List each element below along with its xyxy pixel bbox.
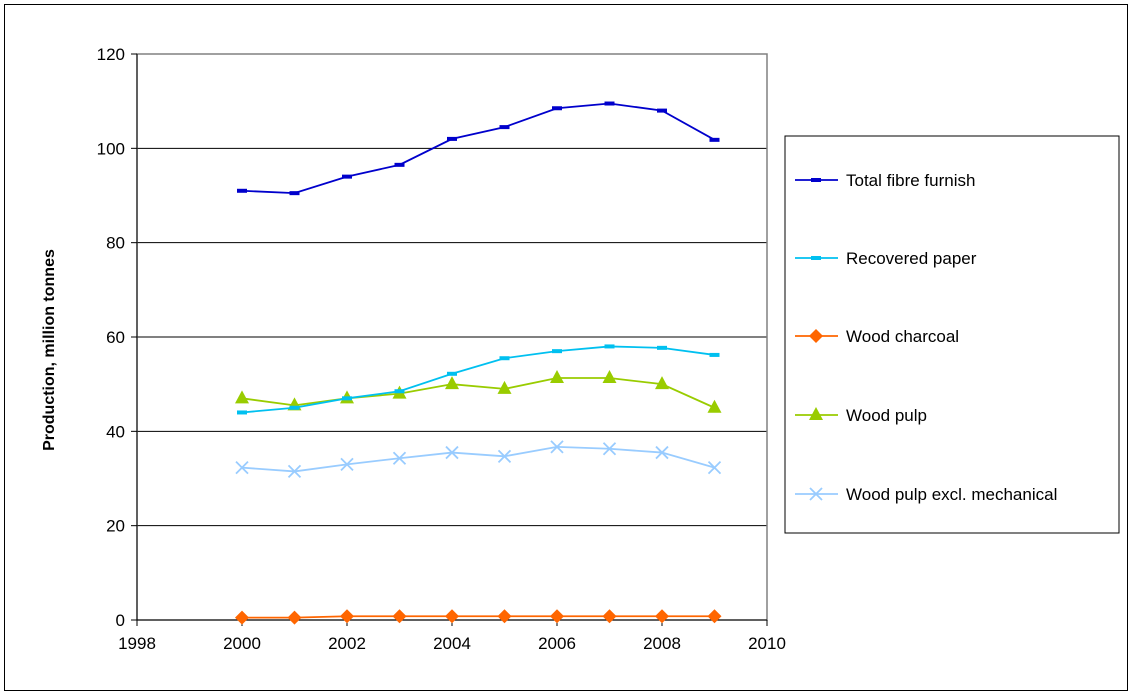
series-wood-pulp-excl-mechanical [235, 440, 722, 479]
data-point [602, 609, 617, 624]
legend-marker [811, 256, 821, 260]
data-point [499, 356, 510, 361]
data-point [342, 174, 352, 179]
data-point [497, 609, 512, 624]
data-point [445, 376, 459, 390]
series-line [242, 615, 715, 619]
series-wood-charcoal [235, 609, 722, 625]
y-tick-label: 100 [97, 139, 125, 158]
y-tick-label: 40 [106, 422, 125, 441]
legend-item: Wood pulp [795, 406, 927, 425]
legend-box [784, 135, 1120, 534]
data-point [657, 345, 667, 350]
data-point [445, 609, 459, 624]
series-line [241, 445, 715, 473]
legend-item: Recovered paper [795, 249, 977, 268]
data-point [709, 352, 720, 357]
data-point [342, 396, 352, 401]
data-point [394, 162, 405, 167]
data-point [447, 371, 457, 376]
data-point [497, 380, 512, 394]
y-tick-label: 0 [116, 611, 125, 630]
series-line [241, 345, 715, 414]
data-point [235, 610, 249, 625]
y-axis-label: Production, million tonnes [41, 249, 58, 451]
series-total-fibre-furnish [237, 101, 720, 196]
data-point [392, 451, 407, 465]
data-point [447, 136, 457, 141]
series-line [241, 377, 715, 409]
series-recovered-paper [237, 344, 720, 415]
data-point [707, 399, 722, 413]
y-tick-label: 120 [97, 45, 125, 64]
data-point [552, 106, 562, 111]
data-point [655, 445, 669, 460]
x-tick-label: 2004 [433, 634, 471, 653]
data-point [602, 370, 617, 384]
legend-marker [809, 487, 823, 501]
x-axis: 1998 2000 2002 2004 2006 2008 2010 [118, 619, 786, 653]
y-tick-label: 80 [106, 234, 125, 253]
data-point [235, 390, 249, 404]
data-point [289, 405, 300, 410]
x-tick-label: 2010 [748, 634, 786, 653]
data-point [287, 464, 302, 479]
x-tick-label: 1998 [118, 634, 156, 653]
data-point [394, 389, 405, 394]
legend-marker [809, 407, 823, 420]
data-point [445, 445, 459, 460]
legend-marker [811, 178, 821, 182]
data-point [552, 349, 562, 354]
legend-item: Wood pulp excl. mechanical [795, 485, 1057, 504]
y-tick-label: 20 [106, 517, 125, 536]
data-point [340, 457, 354, 471]
data-point [340, 609, 354, 624]
data-point [497, 449, 512, 463]
x-tick-label: 2006 [538, 634, 576, 653]
legend: Total fibre furnish Recovered paper Wood c… [784, 135, 1120, 534]
series-layer [235, 101, 722, 625]
data-point [235, 461, 249, 475]
data-point [237, 410, 247, 415]
data-point [655, 609, 669, 624]
data-point [499, 125, 510, 130]
gridlines [137, 147, 767, 527]
series-wood-pulp [235, 370, 722, 413]
data-point [602, 442, 617, 456]
data-point [707, 461, 722, 475]
data-point [604, 344, 615, 349]
legend-label: Wood charcoal [846, 327, 959, 346]
data-point [550, 370, 564, 384]
legend-label: Wood pulp [846, 406, 927, 425]
data-point [707, 609, 722, 624]
data-point [655, 376, 669, 390]
x-tick-label: 2008 [643, 634, 681, 653]
legend-item: Total fibre furnish [795, 171, 975, 190]
data-point [237, 188, 247, 193]
x-tick-label: 2002 [328, 634, 366, 653]
data-point [287, 610, 302, 625]
series-line [241, 102, 715, 195]
legend-label: Total fibre furnish [846, 171, 975, 190]
data-point [392, 609, 407, 624]
legend-item: Wood charcoal [795, 327, 959, 346]
legend-label: Recovered paper [846, 249, 977, 268]
data-point [604, 101, 615, 106]
data-point [709, 137, 720, 142]
data-point [550, 440, 564, 454]
legend-label: Wood pulp excl. mechanical [846, 485, 1057, 504]
y-axis: 0 20 40 60 80 100 120 [97, 45, 138, 630]
legend-marker [809, 329, 823, 343]
data-point [550, 609, 564, 624]
y-tick-label: 60 [106, 328, 125, 347]
data-point [657, 108, 667, 113]
x-tick-label: 2000 [223, 634, 261, 653]
data-point [289, 191, 300, 196]
